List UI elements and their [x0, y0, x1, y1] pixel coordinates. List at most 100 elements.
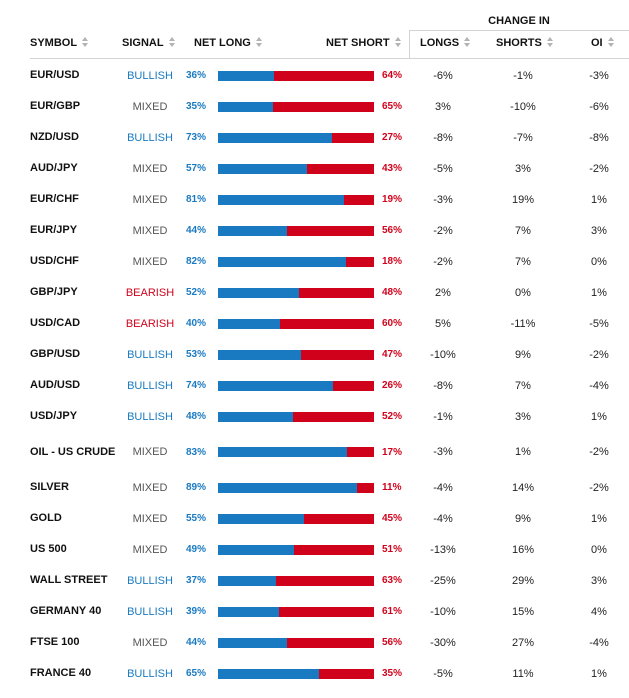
signal-cell: MIXED	[132, 512, 168, 525]
symbol-cell[interactable]: USD/CAD	[30, 317, 81, 329]
signal-cell: BULLISH	[127, 667, 173, 680]
table-row[interactable]: AUD/JPY MIXED 57% 43% -5% 3% -2%	[0, 153, 629, 184]
symbol-cell[interactable]: USD/CHF	[30, 255, 79, 267]
longs-change-cell: -30%	[430, 636, 456, 649]
table-row[interactable]: USD/CHF MIXED 82% 18% -2% 7% 0%	[0, 246, 629, 277]
net-long-header-label: NET LONG	[194, 37, 251, 49]
longs-change-cell: -5%	[433, 667, 453, 680]
net-short-cell: 64%	[382, 70, 403, 81]
symbol-cell[interactable]: OIL - US CRUDE	[30, 445, 116, 458]
table-row[interactable]: EUR/JPY MIXED 44% 56% -2% 7% 3%	[0, 215, 629, 246]
table-row[interactable]: OIL - US CRUDE MIXED 83% 17% -3% 1% -2%	[0, 432, 629, 472]
net-short-header-label: NET SHORT	[326, 37, 390, 49]
net-long-cell: 44%	[186, 637, 207, 648]
symbol-cell[interactable]: AUD/JPY	[30, 162, 78, 174]
table-row[interactable]: GOLD MIXED 55% 45% -4% 9% 1%	[0, 503, 629, 534]
oi-change-cell: 4%	[591, 605, 607, 618]
symbol-cell[interactable]: WALL STREET	[30, 574, 108, 586]
column-header-net-short[interactable]: NET SHORT	[326, 37, 401, 51]
symbol-cell[interactable]: EUR/JPY	[30, 224, 78, 236]
oi-change-cell: -4%	[589, 379, 609, 392]
table-row[interactable]: EUR/USD BULLISH 36% 64% -6% -1% -3%	[0, 60, 629, 91]
net-short-cell: 56%	[382, 637, 403, 648]
shorts-change-cell: 29%	[511, 574, 535, 587]
table-row[interactable]: FRANCE 40 BULLISH 65% 35% -5% 11% 1%	[0, 658, 629, 689]
table-row[interactable]: USD/JPY BULLISH 48% 52% -1% 3% 1%	[0, 401, 629, 432]
table-row[interactable]: EUR/CHF MIXED 81% 19% -3% 19% 1%	[0, 184, 629, 215]
longs-change-cell: -6%	[433, 69, 453, 82]
longs-change-cell: -4%	[433, 512, 453, 525]
table-row[interactable]: EUR/GBP MIXED 35% 65% 3% -10% -6%	[0, 91, 629, 122]
longs-change-cell: -3%	[433, 446, 453, 458]
column-header-shorts[interactable]: SHORTS	[496, 37, 553, 51]
table-row[interactable]: SILVER MIXED 89% 11% -4% 14% -2%	[0, 472, 629, 503]
symbol-cell[interactable]: GBP/USD	[30, 348, 81, 360]
symbol-cell[interactable]: SILVER	[30, 481, 69, 493]
symbol-cell[interactable]: AUD/USD	[30, 379, 81, 391]
signal-cell: MIXED	[132, 224, 168, 237]
longs-change-cell: -1%	[433, 410, 453, 423]
net-short-bar	[218, 256, 374, 267]
symbol-cell[interactable]: NZD/USD	[30, 131, 79, 143]
table-row[interactable]: GBP/JPY BEARISH 52% 48% 2% 0% 1%	[0, 277, 629, 308]
column-header-oi[interactable]: OI	[591, 37, 614, 51]
longs-change-cell: -8%	[433, 131, 453, 144]
table-row[interactable]: US 500 MIXED 49% 51% -13% 16% 0%	[0, 534, 629, 565]
net-long-bar	[218, 70, 275, 81]
net-short-bar	[218, 349, 374, 360]
shorts-change-cell: 15%	[511, 605, 535, 618]
signal-cell: MIXED	[132, 162, 168, 175]
net-short-bar	[218, 447, 374, 457]
table-row[interactable]: FTSE 100 MIXED 44% 56% -30% 27% -4%	[0, 627, 629, 658]
symbol-cell[interactable]: FTSE 100	[30, 636, 80, 648]
shorts-change-cell: 7%	[515, 379, 531, 392]
symbol-cell[interactable]: GERMANY 40	[30, 605, 102, 617]
sentiment-bar	[218, 246, 374, 277]
net-short-bar	[218, 163, 374, 174]
column-header-net-long[interactable]: NET LONG	[194, 37, 262, 51]
symbol-cell[interactable]: EUR/USD	[30, 69, 80, 81]
oi-change-cell: -5%	[589, 317, 609, 330]
shorts-header-label: SHORTS	[496, 37, 542, 49]
symbol-cell[interactable]: EUR/GBP	[30, 100, 81, 112]
sentiment-bar	[218, 565, 374, 596]
column-header-longs[interactable]: LONGS	[420, 37, 471, 51]
longs-change-cell: -13%	[430, 543, 456, 556]
symbol-header-label: SYMBOL	[30, 37, 78, 49]
signal-cell: BEARISH	[125, 286, 175, 299]
symbol-cell[interactable]: USD/JPY	[30, 410, 78, 422]
symbol-cell[interactable]: GOLD	[30, 512, 62, 524]
symbol-cell[interactable]: GBP/JPY	[30, 286, 78, 298]
table-row[interactable]: GERMANY 40 BULLISH 39% 61% -10% 15% 4%	[0, 596, 629, 627]
net-short-cell: 17%	[382, 446, 403, 458]
net-short-cell: 60%	[382, 318, 403, 329]
table-row[interactable]: NZD/USD BULLISH 73% 27% -8% -7% -8%	[0, 122, 629, 153]
signal-cell: MIXED	[132, 193, 168, 206]
symbol-cell[interactable]: FRANCE 40	[30, 667, 92, 679]
net-short-bar	[218, 225, 374, 236]
signal-cell: BULLISH	[127, 410, 173, 423]
table-row[interactable]: USD/CAD BEARISH 40% 60% 5% -11% -5%	[0, 308, 629, 339]
table-row[interactable]: GBP/USD BULLISH 53% 47% -10% 9% -2%	[0, 339, 629, 370]
longs-change-cell: 5%	[435, 317, 451, 330]
oi-change-cell: -2%	[589, 481, 609, 494]
sort-icon	[168, 37, 175, 47]
net-long-bar	[218, 447, 348, 457]
table-row[interactable]: AUD/USD BULLISH 74% 26% -8% 7% -4%	[0, 370, 629, 401]
table-row[interactable]: WALL STREET BULLISH 37% 63% -25% 29% 3%	[0, 565, 629, 596]
shorts-change-cell: -11%	[510, 317, 536, 330]
symbol-cell[interactable]: EUR/CHF	[30, 193, 79, 205]
column-header-signal[interactable]: SIGNAL	[122, 37, 175, 51]
sort-icon	[607, 37, 614, 47]
net-long-bar	[218, 606, 279, 617]
net-short-bar	[218, 668, 374, 679]
sentiment-bar	[218, 60, 374, 91]
symbol-cell[interactable]: US 500	[30, 543, 67, 555]
column-header-symbol[interactable]: SYMBOL	[30, 37, 89, 51]
net-long-cell: 73%	[186, 132, 207, 143]
longs-change-cell: -10%	[430, 605, 456, 618]
net-long-cell: 65%	[186, 668, 207, 679]
net-short-bar	[218, 287, 374, 298]
net-long-bar	[218, 163, 307, 174]
